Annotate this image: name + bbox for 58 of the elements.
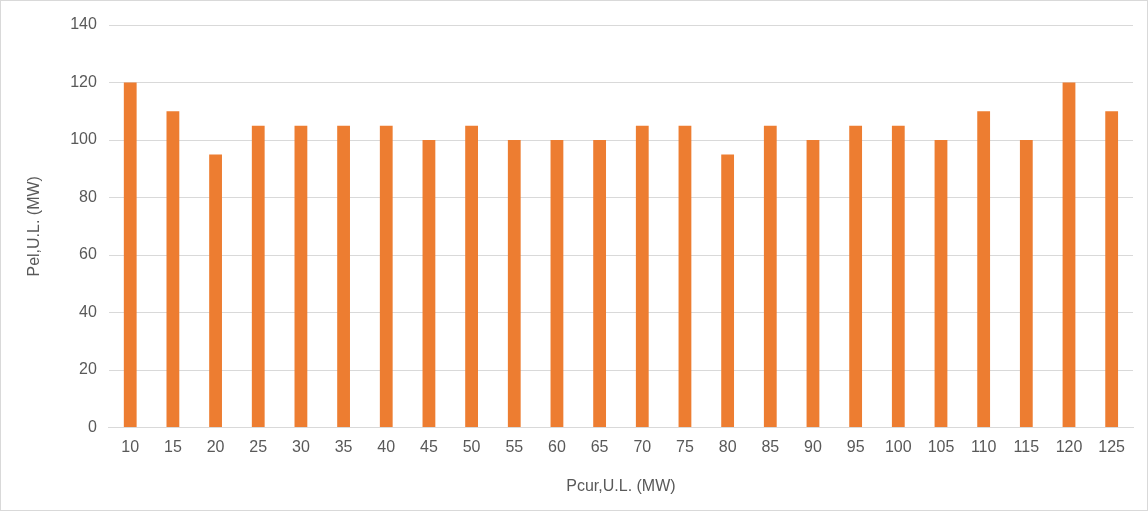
x-tick-label: 55 — [505, 437, 524, 455]
bar — [550, 140, 564, 428]
x-tick-label: 100 — [884, 437, 912, 455]
x-tick-label: 115 — [1013, 437, 1040, 455]
x-tick-label: 105 — [927, 437, 955, 455]
x-tick-label: 25 — [249, 437, 268, 455]
x-tick-label: 45 — [420, 437, 438, 455]
bar — [209, 154, 222, 428]
x-tick-label: 75 — [676, 437, 694, 455]
y-tick-label: 60 — [79, 245, 97, 263]
bar — [1105, 111, 1119, 428]
x-axis-title: Pcur,U.L. (MW) — [566, 476, 676, 494]
bar — [1019, 140, 1033, 428]
bar — [934, 140, 948, 428]
bar — [593, 140, 607, 428]
x-tick-label: 65 — [590, 437, 609, 455]
x-tick-label: 30 — [292, 437, 310, 455]
bar — [635, 125, 649, 428]
bar — [849, 125, 863, 428]
x-tick-label: 50 — [462, 437, 481, 455]
bar — [294, 125, 308, 428]
x-tick-label: 110 — [970, 437, 997, 455]
bar — [763, 125, 777, 428]
x-tick-label: 80 — [718, 437, 737, 455]
bar — [465, 125, 478, 428]
bar — [721, 154, 735, 428]
x-tick-label: 20 — [206, 437, 225, 455]
x-tick-label: 90 — [804, 437, 822, 455]
bar — [166, 111, 180, 428]
bar — [123, 82, 137, 428]
bar — [977, 111, 991, 428]
bar — [806, 140, 820, 428]
y-tick-label: 80 — [79, 187, 97, 205]
y-tick-label: 100 — [70, 130, 97, 148]
bar — [422, 140, 436, 428]
y-tick-label: 40 — [79, 302, 97, 320]
bar — [678, 125, 692, 428]
x-tick-label: 35 — [334, 437, 353, 455]
x-tick-label: 120 — [1055, 437, 1083, 455]
x-tick-label: 40 — [377, 437, 396, 455]
bar — [891, 125, 905, 428]
y-tick-label: 120 — [70, 72, 97, 90]
x-tick-label: 95 — [846, 437, 865, 455]
y-tick-label: 0 — [87, 418, 97, 436]
y-axis-title: Pel,U.L. (MW) — [25, 176, 43, 277]
bar — [379, 125, 393, 428]
x-tick-label: 125 — [1098, 437, 1126, 455]
x-tick-label: 70 — [633, 437, 652, 455]
bar — [1062, 82, 1076, 428]
x-tick-label: 60 — [548, 437, 566, 455]
y-tick-label: 20 — [79, 360, 97, 378]
bar — [251, 125, 265, 428]
bar — [507, 140, 521, 428]
x-tick-label: 15 — [164, 437, 182, 455]
x-tick-label: 10 — [121, 437, 140, 455]
y-tick-label: 140 — [70, 15, 97, 33]
bar — [337, 125, 350, 428]
x-tick-label: 85 — [761, 437, 780, 455]
